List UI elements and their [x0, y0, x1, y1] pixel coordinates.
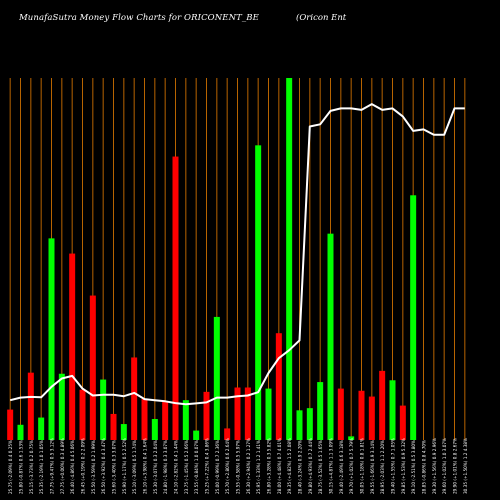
money-flow-bar	[224, 428, 231, 440]
money-flow-bar	[182, 400, 189, 440]
chart-title: MunafaSutra Money Flow Charts for ORICON…	[19, 13, 259, 23]
x-tick-label: 25.30 (-3.07%) 0.3 2.04%	[153, 440, 158, 494]
money-flow-bar	[255, 145, 262, 440]
x-tick-label: 27.75 (+0.00%) 0.3 4.89%	[60, 438, 65, 494]
money-flow-bar	[399, 405, 406, 440]
money-flow-bar	[379, 370, 386, 440]
x-tick-label: 29.90 (+1.01%) 0.8 2.67%	[453, 438, 458, 494]
money-flow-bar	[213, 316, 220, 440]
x-tick-label: 30.15 (+4.87%) 1.1 3.09%	[329, 438, 334, 494]
x-tick-label: 23.75 (-1.45%) 0.5 2.66%	[184, 440, 189, 494]
x-tick-label: 25.50 (-3.59%) 0.2 1.99%	[91, 440, 96, 494]
price-line-path	[9, 103, 465, 406]
money-flow-bar	[100, 379, 107, 440]
x-tick-label: 26.50 (+3.92%) 0.4 3.47%	[101, 438, 106, 494]
money-flow-bar	[162, 401, 169, 440]
money-flow-bar	[389, 380, 396, 440]
money-flow-bar	[58, 373, 65, 440]
x-tick-label: 28.95 (-2.03%) 1.1 2.20%	[380, 440, 385, 494]
money-flow-bar	[38, 417, 45, 440]
x-tick-label: 25.25 (+7.22%) 0.4 3.86%	[205, 438, 210, 494]
x-tick-label: 30.35 (+1.50%) 1.2 4.38%	[463, 438, 468, 494]
x-tick-label: 25.35 (-2.19%) 1.0 1.05%	[39, 440, 44, 494]
money-flow-bar	[265, 388, 272, 440]
x-tick-label: 29.40 (+1.55%) 0.7 1.05%	[391, 438, 396, 494]
x-tick-label: 25.60 (-3.40%) 0.3 3.07%	[112, 440, 117, 494]
money-flow-bar	[131, 357, 138, 440]
vertical-grid	[9, 78, 466, 440]
x-tick-label: 29.80 (+4.93%) 0.7 2.44%	[308, 438, 313, 494]
x-tick-label: 23.55 (-0.84%) 1.0 0.07%	[194, 440, 199, 494]
x-tick-label: 26.80 (+3.28%) 0.3 5.82%	[267, 438, 272, 494]
x-tick-label: 29.60 (+1.02%) 1.0 3.07%	[442, 438, 447, 494]
price-line	[9, 103, 465, 406]
chart-subtitle: (Oricon Ent	[296, 13, 347, 23]
x-tick-label: 25.90 (+1.17%) 0.5 2.52%	[122, 438, 127, 494]
x-tick-label: 25.80 (-0.87%) 0.6 1.53%	[19, 440, 24, 494]
x-axis-labels: 25.75 (-2.09%) 0.4 0.25% 25.80 (-0.87%) 0…	[8, 438, 468, 494]
money-flow-bar	[203, 391, 210, 440]
money-flow-bar	[234, 387, 241, 440]
money-flow-bar	[317, 382, 324, 440]
money-flow-bars	[7, 78, 417, 440]
x-tick-label: 29.85 (+1.53%) 0.9 5.32%	[401, 438, 406, 494]
money-flow-bar	[286, 78, 293, 440]
x-tick-label: 26.45 (+0.19%) 0.2 2.09%	[81, 438, 86, 494]
money-flow-bar	[244, 387, 251, 440]
money-flow-bar	[89, 295, 96, 440]
x-tick-label: 28.40 (-3.24%) 0.9 2.20%	[298, 440, 303, 494]
money-flow-bar	[275, 333, 282, 440]
money-flow-bar	[141, 399, 148, 440]
money-flow-bar	[296, 410, 303, 440]
money-flow-bar	[327, 233, 334, 440]
x-tick-label: 25.70 (+2.80%) 0.6 2.64%	[225, 438, 230, 494]
x-tick-label: 25.00 (-0.99%) 0.7 2.36%	[215, 440, 220, 494]
money-flow-bar	[410, 195, 417, 440]
money-flow-bar	[7, 409, 14, 440]
x-tick-label: 29.10 (-2.51%) 0.5 3.80%	[411, 440, 416, 494]
x-tick-label: 28.00 (+4.48%) 0.7 4.01%	[277, 438, 282, 494]
money-flow-bar	[48, 238, 55, 440]
x-tick-label: 24.80 (-1.98%) 0.3 3.07%	[163, 440, 168, 494]
money-flow-bar	[348, 436, 355, 440]
x-tick-label: 29.40 (-2.49%) 0.6 3.18%	[339, 440, 344, 494]
money-flow-bar	[306, 408, 313, 440]
x-tick-label: 29.70 (+1.02%) 0.7 5.79%	[349, 438, 354, 494]
money-flow-bar	[120, 424, 127, 440]
x-tick-label: 29.35 (+4.82%) 1.5 2.08%	[287, 438, 292, 494]
money-flow-bar	[151, 419, 158, 440]
money-flow-bar	[69, 253, 76, 440]
money-flow-bar	[27, 372, 34, 440]
x-tick-label: 24.10 (-2.82%) 0.4 1.44%	[174, 440, 179, 494]
money-flow-bar	[79, 389, 86, 440]
money-flow-bar	[358, 390, 365, 440]
money-flow-bar	[110, 413, 117, 440]
money-flow-bar	[368, 396, 375, 440]
money-flow-bar	[193, 430, 200, 440]
x-tick-label: 25.15 (-3.73%) 0.2 0.75%	[29, 440, 34, 494]
money-flow-bar	[172, 156, 179, 440]
x-tick-label: 30.05 (+1.18%) 0.8 1.81%	[360, 438, 365, 494]
x-tick-label: 29.30 (+1.56%) 0.9 2.96%	[432, 438, 437, 494]
x-tick-label: 28.75 (-3.52%) 0.5 1.65%	[318, 440, 323, 494]
x-tick-label: 28.85 (-0.86%) 0.8 4.70%	[422, 440, 427, 494]
x-tick-label: 25.75 (-2.09%) 0.4 0.25%	[8, 440, 13, 494]
x-tick-label: 26.40 (-4.86%) 0.4 5.06%	[70, 440, 75, 494]
x-tick-label: 25.10 (-3.09%) 0.5 1.74%	[132, 440, 137, 494]
x-tick-label: 25.55 (-0.58%) 0.5 5.97%	[236, 440, 241, 494]
x-tick-label: 29.55 (-1.66%) 0.9 3.14%	[370, 440, 375, 494]
x-tick-label: 27.75 (+9.47%) 0.5 3.12%	[50, 438, 55, 494]
money-flow-bar	[337, 388, 344, 440]
x-tick-label: 26.10 (+3.98%) 0.4 1.64%	[143, 438, 148, 494]
x-tick-label: 25.95 (-1.33%) 1.2 1.41%	[256, 440, 261, 494]
money-flow-bar	[17, 424, 24, 440]
x-tick-label: 26.30 (+2.94%) 0.2 1.27%	[246, 438, 251, 494]
